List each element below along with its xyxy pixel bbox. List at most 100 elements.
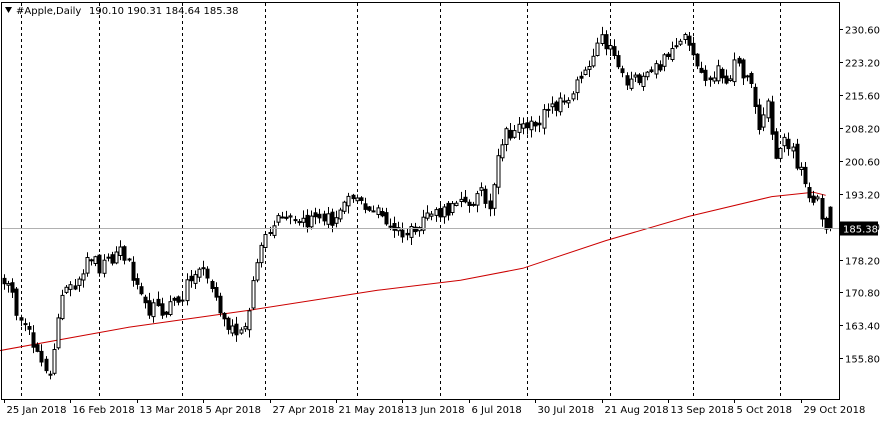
candle-body-up xyxy=(376,207,381,215)
x-tick-label: 27 Apr 2018 xyxy=(273,405,335,416)
candle-body-up xyxy=(56,317,61,349)
chart-header: #Apple,Daily 190.10 190.31 184.64 185.38 xyxy=(5,6,239,17)
candle-body-up xyxy=(558,97,563,113)
candle-body-up xyxy=(583,69,588,75)
candle-body-up xyxy=(670,48,675,60)
candle-body-down xyxy=(143,296,148,304)
candle-body-down xyxy=(708,77,713,81)
candle-body-down xyxy=(89,259,94,262)
candle-body-up xyxy=(571,93,576,100)
candle-body-up xyxy=(728,78,733,82)
candle-body-up xyxy=(52,349,57,374)
candle-body-up xyxy=(338,209,343,220)
candle-body-down xyxy=(803,166,808,185)
candle-body-up xyxy=(239,329,244,334)
candle-body-down xyxy=(612,46,617,56)
candle-body-down xyxy=(97,254,102,274)
candle-body-down xyxy=(268,232,273,234)
candle-body-down xyxy=(2,277,7,285)
candle-body-up xyxy=(450,203,455,214)
candle-body-down xyxy=(554,101,559,111)
candle-body-down xyxy=(525,122,530,129)
candle-body-down xyxy=(724,75,729,84)
candle-body-down xyxy=(14,288,19,316)
candle-body-up xyxy=(417,227,422,232)
candle-body-up xyxy=(595,42,600,56)
candle-body-up xyxy=(600,34,605,45)
candle-body-down xyxy=(400,229,405,238)
candle-body-down xyxy=(405,232,410,236)
candle-body-down xyxy=(226,317,231,330)
candle-body-down xyxy=(284,216,289,219)
current-price-tag xyxy=(840,221,878,236)
candle-body-down xyxy=(741,59,746,79)
candle-body-up xyxy=(326,213,331,225)
candle-body-up xyxy=(429,213,434,217)
candle-body-up xyxy=(425,212,430,219)
candle-body-down xyxy=(753,86,758,108)
candle-body-down xyxy=(39,350,44,363)
moving-average-layer xyxy=(0,191,826,352)
candle-body-up xyxy=(85,257,90,274)
candle-body-down xyxy=(795,143,800,169)
y-tick-label: 170.80 xyxy=(845,289,880,300)
candle-body-up xyxy=(342,201,347,212)
candle-body-down xyxy=(164,311,169,315)
candle-body-up xyxy=(230,325,235,334)
candle-body-up xyxy=(288,215,293,218)
candle-body-down xyxy=(604,34,609,50)
candle-body-up xyxy=(309,215,314,228)
candle-body-up xyxy=(106,256,111,259)
candle-body-down xyxy=(737,57,742,64)
candle-body-down xyxy=(234,323,239,336)
candle-body-down xyxy=(131,261,136,281)
symbol-label: #Apple,Daily xyxy=(16,6,81,17)
candle-body-down xyxy=(35,344,40,352)
candle-body-up xyxy=(662,54,667,67)
candle-body-up xyxy=(127,258,132,261)
candle-body-up xyxy=(799,166,804,171)
candle-body-down xyxy=(156,298,161,307)
candle-body-down xyxy=(23,323,28,326)
candle-body-down xyxy=(770,101,775,135)
candle-body-up xyxy=(562,100,567,103)
candle-body-down xyxy=(160,303,165,316)
candle-body-down xyxy=(687,35,692,46)
candle-body-up xyxy=(77,278,82,286)
candle-body-up xyxy=(180,299,185,302)
candle-body-up xyxy=(247,310,252,331)
candle-body-up xyxy=(193,274,198,284)
candle-body-down xyxy=(666,53,671,58)
candle-body-down xyxy=(488,200,493,210)
candle-body-down xyxy=(438,208,443,218)
candle-body-up xyxy=(301,217,306,223)
candle-body-down xyxy=(745,75,750,78)
candle-body-up xyxy=(475,193,480,206)
candle-body-down xyxy=(384,212,389,225)
candle-body-down xyxy=(674,45,679,48)
candle-body-down xyxy=(189,275,194,282)
candle-body-up xyxy=(151,302,156,318)
x-tick-label: 16 Feb 2018 xyxy=(73,405,135,416)
y-tick-label: 215.60 xyxy=(845,92,880,103)
candle-body-up xyxy=(185,279,190,302)
triangle-down-icon[interactable] xyxy=(5,7,12,13)
candle-body-down xyxy=(322,213,327,222)
candle-body-up xyxy=(251,280,256,309)
x-tick-label: 13 Jun 2018 xyxy=(405,405,465,416)
candle-body-up xyxy=(504,128,509,145)
candle-body-down xyxy=(828,206,833,229)
candle-body-down xyxy=(210,281,215,289)
candle-body-up xyxy=(496,155,501,188)
candle-body-down xyxy=(293,219,298,222)
candle-body-up xyxy=(791,146,796,152)
candle-body-down xyxy=(48,373,53,376)
candle-body-up xyxy=(272,225,277,236)
candle-body-down xyxy=(172,297,177,301)
candle-body-up xyxy=(566,99,571,104)
candle-body-down xyxy=(637,74,642,84)
candle-body-down xyxy=(363,203,368,210)
candle-body-up xyxy=(517,123,522,133)
